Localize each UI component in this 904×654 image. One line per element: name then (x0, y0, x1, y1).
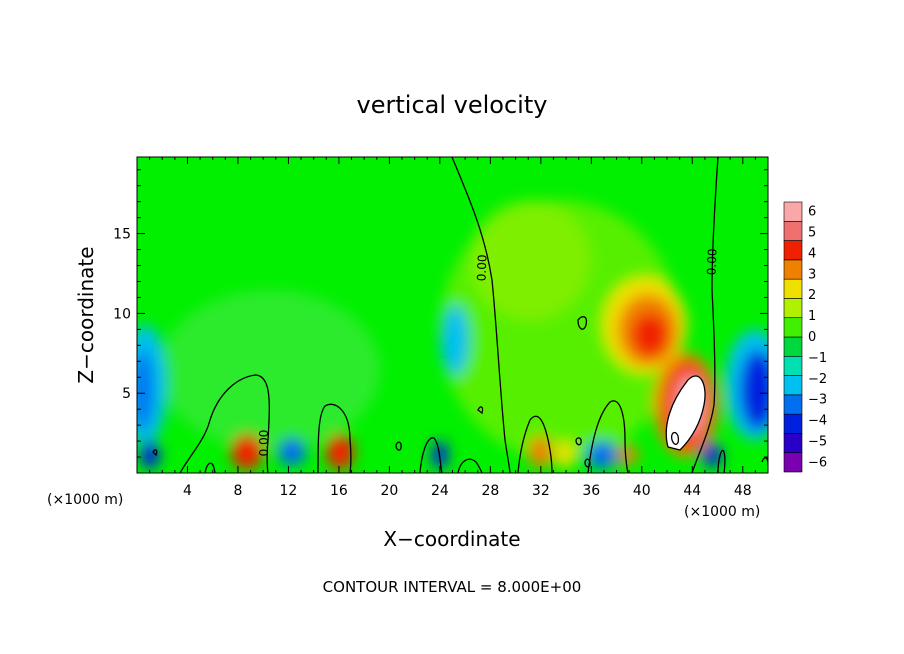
colorbar-swatch (783, 259, 803, 280)
field-blob (231, 434, 263, 470)
field-blob (740, 350, 768, 430)
x-tick-label: 36 (582, 483, 600, 499)
y-axis: 5 10 15 (113, 169, 768, 458)
field-blob (441, 305, 469, 375)
x-units-left: (×1000 m) (47, 492, 123, 508)
colorbar-label: −3 (808, 393, 827, 408)
x-axis: 4 8 12 16 20 24 28 32 36 40 44 48 (149, 157, 756, 499)
colorbar-label: 4 (808, 246, 816, 261)
x-tick-label: 16 (330, 483, 348, 499)
velocity-field: 0.00 0.00 0.00 (137, 157, 768, 473)
colorbar-swatch (783, 355, 803, 376)
colorbar-swatch (783, 240, 803, 261)
contour-interval-note: CONTOUR INTERVAL = 8.000E+00 (323, 578, 582, 596)
colorbar-swatch (783, 433, 803, 454)
contour-line (451, 157, 511, 473)
contour-line (152, 449, 158, 457)
colorbar-label: −2 (808, 372, 827, 387)
y-tick-label: 5 (122, 386, 131, 402)
colorbar-swatch (783, 394, 803, 415)
field-blob (326, 434, 354, 470)
colorbar-swatch (783, 413, 803, 434)
colorbar-label: 5 (808, 226, 816, 241)
contour-line (577, 316, 588, 330)
x-tick-label: 20 (380, 483, 398, 499)
y-tick-label: 10 (113, 306, 131, 322)
contour-line (317, 403, 352, 473)
field-blob (160, 290, 380, 450)
colorbar-swatch (783, 220, 803, 241)
colorbar-label: 0 (808, 330, 816, 345)
colorbar-swatch (783, 298, 803, 319)
contour-line (670, 431, 680, 446)
x-tick-label: 24 (431, 483, 449, 499)
colorbar-label: −4 (808, 414, 827, 429)
colorbar-label: −6 (808, 455, 827, 470)
x-units-right: (×1000 m) (684, 504, 760, 520)
colorbar-label: 6 (808, 205, 816, 220)
contour-label: 0.00 (475, 254, 490, 281)
colorbar-label: −1 (808, 351, 827, 366)
contour-label-group: 0.00 0.00 0.00 (257, 248, 719, 456)
colorbar-swatch (783, 375, 803, 396)
plot-area: 0.00 0.00 0.00 4 8 12 16 20 24 28 32 36 40 44 48 51… (113, 156, 769, 499)
contour-line (477, 406, 484, 415)
contour-line (691, 157, 719, 473)
x-tick-label: 12 (280, 483, 298, 499)
x-tick-label: 40 (633, 483, 651, 499)
field-peak (666, 376, 706, 450)
field-blob (632, 313, 668, 357)
colorbar-label: −5 (808, 434, 827, 449)
colorbar-swatch (783, 317, 803, 338)
x-tick-label: 8 (233, 483, 242, 499)
field-blob (278, 438, 306, 466)
contour-line (179, 374, 270, 473)
field-blob (555, 441, 575, 469)
contour-line (575, 437, 582, 446)
colorbar-swatch (783, 278, 803, 299)
colorbar-label: 1 (808, 309, 816, 324)
colorbar-swatch (783, 201, 803, 222)
field-blob (137, 350, 153, 430)
contour-line (584, 458, 591, 468)
contour-label: 0.00 (257, 430, 271, 457)
colorbar-label: 3 (808, 267, 816, 282)
x-tick-label: 4 (183, 483, 192, 499)
contour-line (517, 415, 553, 473)
contour-line (395, 441, 402, 451)
field-blob (528, 436, 552, 468)
field-blob (702, 443, 722, 467)
contour-line (665, 375, 706, 451)
contour-label: 0.00 (705, 248, 720, 275)
colorbar-swatch (783, 336, 803, 357)
colorbar: −6 −5 −4 −3 −2 −1 0 1 2 3 4 5 6 (783, 201, 827, 473)
contour-line (419, 437, 443, 473)
x-tick-label: 44 (683, 483, 701, 499)
x-tick-label: 32 (532, 483, 550, 499)
contour-line (717, 449, 726, 473)
zero-contours (152, 157, 768, 473)
y-tick-label: 15 (113, 227, 131, 243)
y-axis-label: Z−coordinate (74, 246, 98, 383)
field-blob (470, 200, 590, 320)
x-tick-label: 48 (734, 483, 752, 499)
colorbar-swatch (783, 452, 803, 473)
x-tick-label: 28 (481, 483, 499, 499)
colorbar-label: 2 (808, 288, 816, 303)
x-axis-label: X−coordinate (383, 527, 520, 551)
contour-line (457, 458, 483, 473)
chart-title: vertical velocity (357, 91, 548, 119)
contour-line (587, 400, 629, 473)
field-blob (140, 441, 160, 469)
field-blob (618, 445, 638, 465)
field-blob (586, 441, 618, 469)
